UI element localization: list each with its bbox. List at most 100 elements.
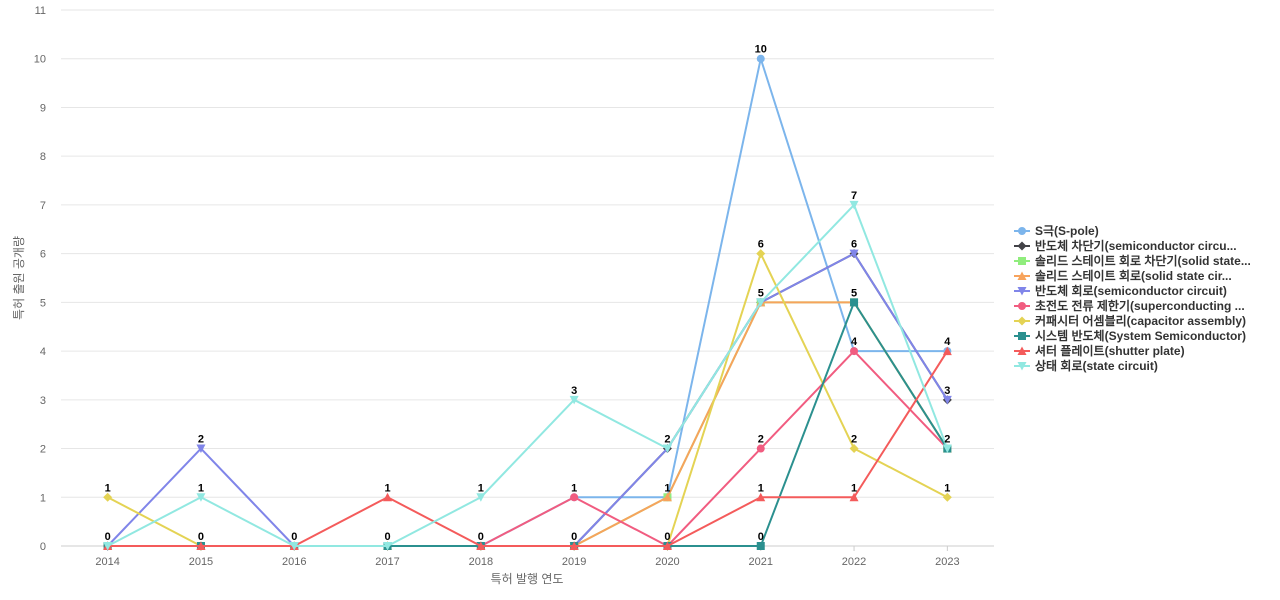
legend-item[interactable]: 초전도 전류 제한기(superconducting ... [1014, 298, 1245, 313]
series-point[interactable] [849, 444, 859, 454]
legend-marker [1017, 271, 1027, 280]
series-point[interactable] [756, 492, 766, 502]
data-label: 0 [478, 531, 484, 543]
legend-label: 솔리드 스테이트 회로(solid state cir... [1035, 268, 1232, 283]
data-label: 7 [851, 190, 857, 202]
legend-item[interactable]: S극(S-pole) [1014, 224, 1099, 238]
data-label: 1 [198, 482, 204, 494]
data-label: 2 [851, 434, 857, 446]
y-tick-label: 10 [34, 54, 46, 66]
series-line [107, 203, 949, 547]
series-point[interactable] [849, 249, 859, 259]
series-point[interactable] [569, 395, 579, 405]
data-label: 0 [758, 531, 764, 543]
series-point[interactable] [756, 249, 766, 259]
series-point[interactable] [196, 541, 206, 551]
x-tick-label: 2022 [842, 556, 866, 568]
series-point[interactable] [662, 492, 672, 502]
series-point[interactable] [476, 541, 486, 551]
series-point[interactable] [196, 493, 206, 502]
series-point[interactable] [383, 492, 393, 502]
legend-item[interactable]: 반도체 회로(semiconductor circuit) [1014, 283, 1227, 298]
legend-item[interactable]: 시스템 반도체(System Semiconductor) [1014, 328, 1246, 343]
series-point[interactable] [942, 492, 952, 502]
y-axis-title: 특허 출원 공개량 [12, 236, 26, 320]
series-point[interactable] [103, 492, 113, 502]
y-tick-label: 11 [35, 5, 46, 17]
legend-label: 솔리드 스테이트 회로 차단기(solid state... [1035, 253, 1251, 268]
legend-marker [1018, 332, 1026, 340]
legend-label: 상태 회로(state circuit) [1035, 358, 1158, 373]
series-point[interactable] [756, 298, 766, 307]
series-point[interactable] [570, 493, 579, 502]
x-tick-label: 2020 [655, 556, 679, 568]
series-point[interactable] [849, 200, 859, 210]
series-point[interactable] [756, 444, 765, 453]
legend-marker [1018, 227, 1026, 235]
x-axis-ticks: 2014 2015 2016 2017 2018 2019 2020 2021 2022 2023 [95, 546, 960, 568]
data-label: 4 [944, 336, 951, 348]
data-label: 6 [758, 239, 764, 251]
data-label: 1 [478, 482, 484, 494]
y-gridlines [61, 9, 994, 547]
legend-label: 반도체 회로(semiconductor circuit) [1035, 283, 1227, 298]
x-tick-label: 2021 [749, 556, 773, 568]
series-point[interactable] [662, 541, 672, 551]
legend-item[interactable]: 셔터 플레이트(shutter plate) [1014, 343, 1185, 358]
data-label: 0 [384, 531, 390, 543]
data-label: 2 [758, 434, 764, 446]
data-label: 0 [198, 531, 204, 543]
series-point[interactable] [942, 346, 952, 356]
series-point[interactable] [569, 541, 579, 551]
x-tick-label: 2014 [95, 556, 119, 568]
y-tick-label: 8 [40, 151, 46, 163]
legend-label: 셔터 플레이트(shutter plate) [1035, 343, 1185, 358]
legend-item[interactable]: 상태 회로(state circuit) [1014, 358, 1158, 373]
y-tick-label: 5 [40, 297, 46, 309]
series-point[interactable] [942, 444, 952, 454]
series-line [107, 301, 949, 547]
x-axis-title: 특허 발행 연도 [491, 571, 564, 586]
series-point[interactable] [289, 542, 299, 551]
legend-marker [1017, 346, 1027, 355]
legend-item[interactable]: 솔리드 스테이트 회로 차단기(solid state... [1014, 253, 1251, 268]
legend-marker [1018, 302, 1026, 310]
series-point[interactable] [103, 542, 113, 551]
legend-item[interactable]: 커패시터 어셈블리(capacitor assembly) [1014, 313, 1246, 328]
y-tick-label: 0 [40, 541, 46, 553]
y-axis-ticks: 0 1 2 3 4 5 6 7 8 9 10 11 [34, 5, 46, 553]
series-point[interactable] [476, 493, 486, 502]
series-10 [103, 200, 952, 551]
series-point[interactable] [756, 54, 765, 63]
data-label: 3 [571, 385, 577, 397]
series-point[interactable] [756, 542, 765, 550]
x-tick-label: 2019 [562, 556, 586, 568]
series-9 [103, 346, 952, 551]
series-point[interactable] [383, 542, 393, 551]
series-point[interactable] [942, 395, 952, 405]
data-label: 1 [571, 482, 577, 494]
data-label: 1 [105, 482, 111, 494]
data-label: 4 [851, 336, 858, 348]
series-line [107, 350, 949, 547]
data-label: 2 [944, 434, 950, 446]
data-label: 2 [664, 434, 670, 446]
legend-label: S극(S-pole) [1035, 224, 1099, 238]
series-point[interactable] [849, 492, 859, 502]
data-label: 5 [851, 287, 857, 299]
series-point[interactable] [850, 347, 859, 356]
legend-marker [1017, 362, 1027, 371]
legend-item[interactable]: 반도체 차단기(semiconductor circu... [1014, 238, 1237, 253]
y-tick-label: 6 [40, 249, 46, 261]
series-point[interactable] [662, 444, 672, 454]
legend-label: 반도체 차단기(semiconductor circu... [1035, 238, 1237, 253]
data-label: 1 [944, 482, 950, 494]
data-label: 5 [758, 287, 764, 299]
series-point[interactable] [850, 298, 859, 307]
data-label: 0 [291, 531, 297, 543]
legend-item[interactable]: 솔리드 스테이트 회로(solid state cir... [1014, 268, 1232, 283]
series-point[interactable] [196, 444, 206, 454]
legend-marker [1017, 316, 1027, 326]
